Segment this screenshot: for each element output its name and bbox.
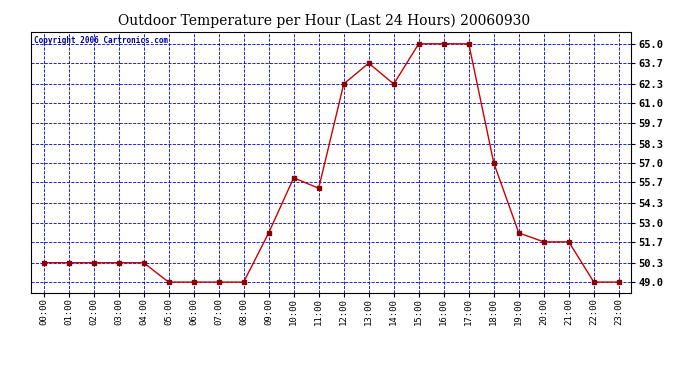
Text: Copyright 2006 Cartronics.com: Copyright 2006 Cartronics.com bbox=[34, 36, 168, 45]
Text: Outdoor Temperature per Hour (Last 24 Hours) 20060930: Outdoor Temperature per Hour (Last 24 Ho… bbox=[118, 13, 531, 27]
